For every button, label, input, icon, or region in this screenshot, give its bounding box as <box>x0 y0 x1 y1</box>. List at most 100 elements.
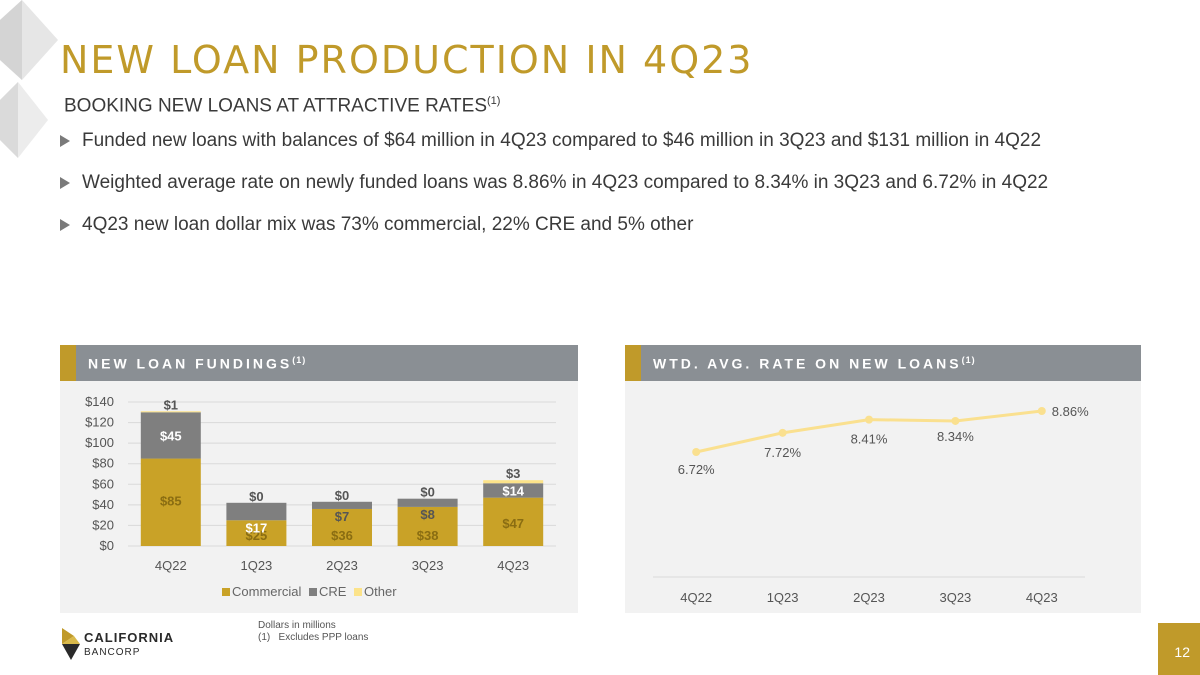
chevron-decoration <box>0 0 58 158</box>
bar-cre <box>312 501 372 509</box>
legend-swatch <box>222 588 230 596</box>
panel-accent <box>60 345 76 381</box>
x-tick-label: 2Q23 <box>853 590 885 605</box>
rate-point <box>692 448 701 456</box>
subtitle-text: BOOKING NEW LOANS AT ATTRACTIVE RATES <box>64 95 488 117</box>
data-label: 7.72% <box>764 445 801 460</box>
footnote: Dollars in millions (1) Excludes PPP loa… <box>258 620 368 644</box>
panel-header: NEW LOAN FUNDINGS(1) <box>60 345 578 381</box>
data-label: 8.41% <box>851 432 888 447</box>
legend-item-commercial: Commercial <box>222 584 301 599</box>
bar-cre <box>226 502 287 521</box>
x-tick-label: 3Q23 <box>939 590 971 605</box>
legend-label: Other <box>364 584 397 599</box>
legend-swatch <box>308 588 317 596</box>
data-label: 8.86% <box>1052 404 1089 419</box>
footnote-units: Dollars in millions <box>258 620 336 631</box>
logo-subname: BANCORP <box>84 647 141 658</box>
y-tick-label: $20 <box>92 517 114 532</box>
bullet-text: Funded new loans with balances of $64 mi… <box>82 130 1042 151</box>
bullet-text: Weighted average rate on newly funded lo… <box>82 172 1049 193</box>
legend-label: Commercial <box>232 584 302 599</box>
x-tick-label: 2Q23 <box>326 558 358 573</box>
x-tick-label: 4Q22 <box>680 590 712 605</box>
bar-cre <box>397 498 458 507</box>
data-label: $17 <box>246 520 268 535</box>
data-label: $7 <box>335 509 349 524</box>
page-subtitle: BOOKING NEW LOANS AT ATTRACTIVE RATES(1) <box>64 95 500 117</box>
bullet-text: 4Q23 new loan dollar mix was 73% commerc… <box>82 214 694 235</box>
bar-commercial <box>312 508 372 546</box>
rate-point <box>778 428 787 437</box>
panel-header: WTD. AVG. RATE ON NEW LOANS(1) <box>625 345 1141 381</box>
bullet-arrow-icon <box>60 135 70 147</box>
logo-name: CALIFORNIA <box>84 630 175 645</box>
bullet-item: Funded new loans with balances of $64 mi… <box>60 130 1150 152</box>
data-label: $45 <box>160 428 182 443</box>
company-logo: CALIFORNIA BANCORP <box>60 628 173 665</box>
bullet-list: Funded new loans with balances of $64 mi… <box>60 130 1150 256</box>
bar-other <box>483 480 544 484</box>
footnote-ppp: (1) Excludes PPP loans <box>258 632 369 643</box>
data-label: $85 <box>160 494 182 509</box>
data-label: $0 <box>420 485 434 500</box>
y-tick-label: $140 <box>85 394 114 409</box>
x-tick-label: 1Q23 <box>240 558 272 573</box>
legend-item-other: Other <box>354 584 397 599</box>
y-tick-label: $120 <box>85 415 114 430</box>
page-number-badge: 12 <box>1158 623 1200 675</box>
legend-label: CRE <box>318 584 347 599</box>
page-number: 12 <box>1174 644 1190 660</box>
legend-item-cre: CRE <box>308 584 347 599</box>
x-tick-label: 1Q23 <box>767 590 799 605</box>
panel-title-footnote: (1) <box>961 355 976 365</box>
y-tick-label: $60 <box>92 476 114 491</box>
rate-point <box>865 415 873 424</box>
legend-swatch <box>354 588 363 596</box>
rate-point <box>951 416 960 425</box>
rate-point <box>1037 407 1046 415</box>
data-label: $0 <box>249 489 263 504</box>
avg-rate-panel: WTD. AVG. RATE ON NEW LOANS(1) <box>625 345 1141 613</box>
subtitle-footnote-marker: (1) <box>487 95 501 107</box>
data-label: 6.72% <box>678 462 715 477</box>
panel-accent <box>625 345 641 381</box>
data-label: $25 <box>246 528 268 543</box>
page-title: NEW LOAN PRODUCTION IN 4Q23 <box>60 38 754 82</box>
y-tick-label: $100 <box>85 435 114 450</box>
bar-commercial <box>397 506 458 546</box>
x-tick-label: 4Q22 <box>155 558 187 573</box>
bullet-item: 4Q23 new loan dollar mix was 73% commerc… <box>60 214 1150 236</box>
data-label: $36 <box>331 528 353 543</box>
bar-commercial <box>140 458 201 546</box>
panel-title-text: WTD. AVG. RATE ON NEW LOANS <box>653 355 962 372</box>
bullet-arrow-icon <box>60 177 70 189</box>
data-label: 8.34% <box>937 429 974 444</box>
data-label: $14 <box>502 483 524 498</box>
bar-cre <box>140 412 201 459</box>
panel-title-footnote: (1) <box>292 355 307 365</box>
y-tick-label: $40 <box>92 497 114 512</box>
bullet-arrow-icon <box>60 219 70 231</box>
chart-legend: Commercial CRE Other <box>222 584 401 599</box>
y-tick-label: $0 <box>100 538 114 553</box>
data-label: $3 <box>506 466 520 481</box>
x-tick-label: 4Q23 <box>497 558 529 573</box>
y-tick-label: $80 <box>92 456 114 471</box>
bar-other <box>140 411 201 413</box>
logo-mark-icon <box>62 628 80 660</box>
x-tick-label: 4Q23 <box>1026 590 1058 605</box>
bullet-item: Weighted average rate on newly funded lo… <box>60 172 1150 194</box>
data-label: $1 <box>164 397 178 412</box>
bar-commercial <box>226 520 287 546</box>
data-label: $8 <box>420 507 434 522</box>
bar-cre <box>483 483 544 498</box>
x-tick-label: 3Q23 <box>412 558 444 573</box>
panel-title: NEW LOAN FUNDINGS(1) <box>88 355 306 372</box>
bar-commercial <box>483 497 544 546</box>
data-label: $47 <box>502 516 524 531</box>
data-label: $0 <box>335 488 349 503</box>
panel-title: WTD. AVG. RATE ON NEW LOANS(1) <box>653 355 976 372</box>
panel-title-text: NEW LOAN FUNDINGS <box>88 355 293 372</box>
